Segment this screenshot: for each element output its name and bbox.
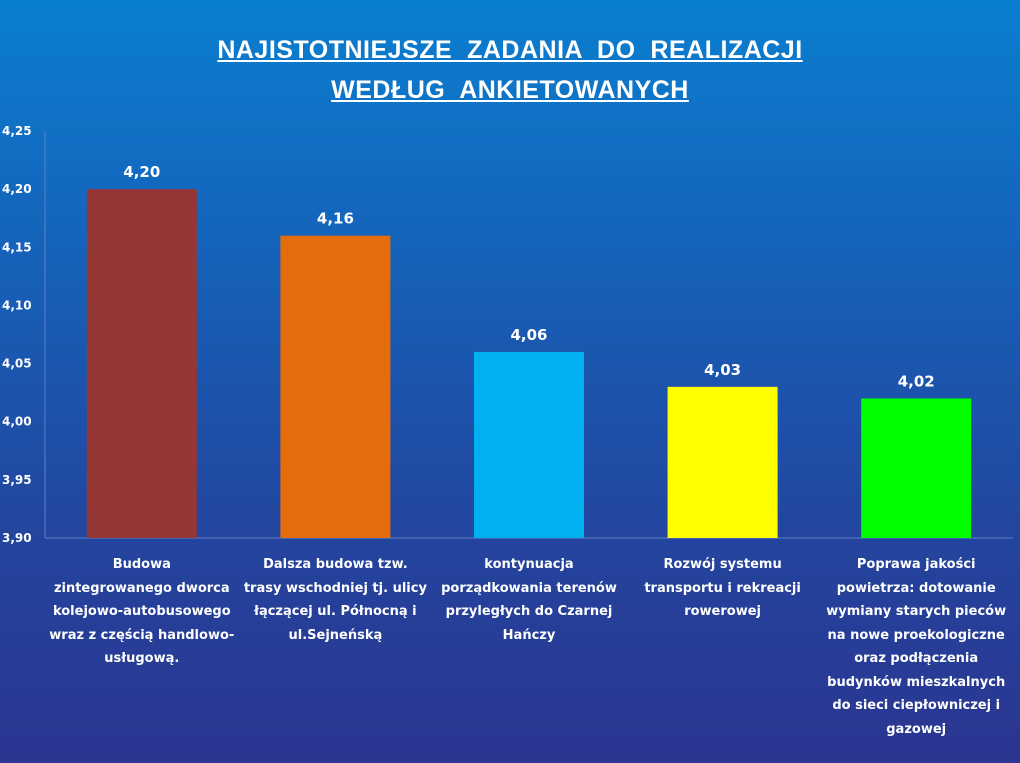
data-label: 4,03 [704, 361, 741, 379]
x-category-label-line: oraz podłączenia [854, 651, 979, 666]
x-category-label-line: Dalsza budowa tzw. [263, 557, 408, 572]
x-category-label-line: porządkowania terenów [441, 580, 617, 596]
y-tick-label: 4,25 [2, 124, 32, 138]
x-category-label-line: łączącej ul. Północną i [254, 604, 417, 619]
x-category-label: Poprawa jakości powietrza: dotowanie wymia… [806, 553, 1020, 741]
x-category-label-line: ul.Sejneńską [288, 627, 383, 643]
bar [861, 398, 972, 538]
chart-title-line1: NAJISTOTNIEJSZE ZADANIA DO REALIZACJI [217, 36, 803, 64]
bar [280, 235, 391, 538]
x-category-label-line: kolejowo-autobusowego [52, 604, 231, 619]
x-category-label-line: kontynuacja [484, 557, 574, 572]
x-category-label-line: budynków mieszkalnych [827, 674, 1006, 690]
y-tick-label: 3,95 [2, 473, 32, 487]
x-category-label-line: wraz z częścią handlowo- [49, 627, 235, 643]
y-tick-label: 4,05 [2, 357, 32, 371]
x-category-label-line: wymiany starych pieców [826, 604, 1007, 619]
x-category-label-line: przyległych do Czarnej [445, 604, 613, 619]
x-category-label: Budowa zintegrowanego dworca kolejowo-auto… [32, 553, 252, 671]
y-tick-label: 4,20 [2, 182, 32, 196]
y-tick-label: 4,00 [2, 415, 32, 429]
data-label: 4,20 [123, 163, 160, 181]
bar [474, 351, 584, 538]
x-category-label-line: Budowa [112, 557, 171, 572]
data-label: 4,02 [898, 372, 935, 390]
x-category-label-line: Hańczy [502, 627, 556, 643]
bar [86, 189, 197, 538]
x-category-label-line: na nowe proekologiczne [827, 627, 1005, 643]
x-category-label-line: Poprawa jakości [856, 557, 976, 572]
x-category-label: kontynuacja porządkowania terenów przyległ… [419, 553, 639, 647]
bar [667, 386, 778, 538]
x-category-label-line: usługową. [104, 651, 180, 666]
y-tick-label: 3,90 [2, 531, 32, 545]
y-tick-label: 4,15 [2, 240, 32, 254]
x-category-label-line: rowerowej [684, 604, 761, 619]
x-category-label: Rozwój systemu transportu i rekreacji rowe… [613, 553, 833, 624]
x-category-label-line: zintegrowanego dworca [53, 580, 230, 596]
x-category-label-line: Rozwój systemu [663, 557, 782, 572]
x-category-label: Dalsza budowa tzw. trasy wschodniej tj. u… [225, 553, 445, 647]
x-category-label-line: gazowej [886, 721, 947, 737]
y-tick-label: 4,10 [2, 298, 32, 312]
x-category-label-line: trasy wschodniej tj. ulicy [243, 580, 427, 596]
x-category-label-line: do sieci ciepłowniczej i [832, 698, 1001, 713]
x-category-label-line: powietrza: dotowanie [836, 580, 996, 596]
data-label: 4,06 [510, 326, 547, 344]
chart-title-line2: WEDŁUG ANKIETOWANYCH [331, 76, 689, 104]
data-label: 4,16 [317, 210, 354, 228]
x-category-label-line: transportu i rekreacji [644, 580, 801, 596]
